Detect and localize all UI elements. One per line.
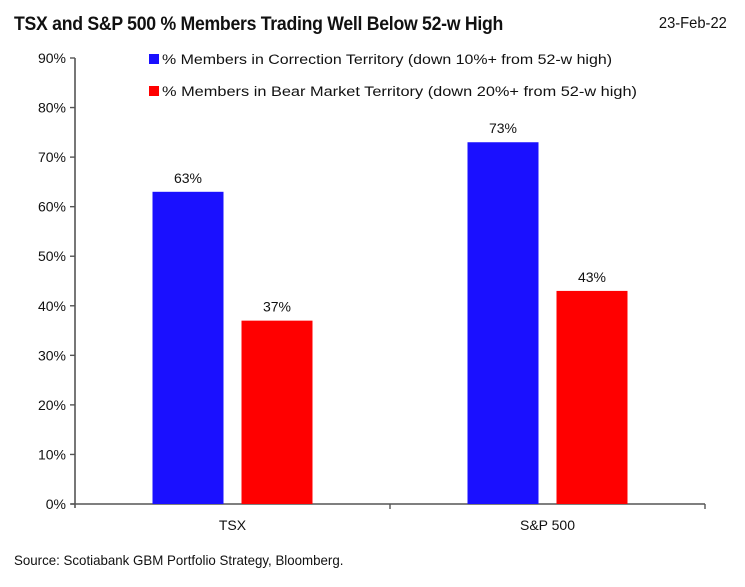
- bar-bear-market: [241, 320, 313, 504]
- bar-bear-market: [556, 290, 628, 504]
- x-tick-label: S&P 500: [520, 517, 575, 533]
- legend-swatch: [149, 86, 159, 96]
- data-label: 37%: [263, 299, 291, 315]
- y-tick-label: 10%: [38, 446, 66, 462]
- data-labels: 63% 37% 73% 43%: [174, 120, 606, 314]
- data-label: 63%: [174, 170, 202, 186]
- bar-correction: [152, 191, 224, 505]
- y-tick-label: 80%: [38, 100, 66, 116]
- y-tick-label: 50%: [38, 248, 66, 264]
- legend-swatch: [149, 54, 159, 64]
- legend-label: % Members in Bear Market Territory (down…: [162, 84, 637, 99]
- data-label: 73%: [489, 120, 517, 136]
- source-note: Source: Scotiabank GBM Portfolio Strateg…: [14, 552, 344, 568]
- chart-title: TSX and S&P 500 % Members Trading Well B…: [14, 14, 503, 35]
- x-tick-label: TSX: [219, 517, 247, 533]
- y-tick-label: 20%: [38, 397, 66, 413]
- y-tick-label: 60%: [38, 199, 66, 215]
- y-tick-label: 0%: [46, 496, 66, 512]
- chart-date: 23-Feb-22: [659, 15, 727, 32]
- data-label: 43%: [578, 269, 606, 285]
- legend: % Members in Correction Territory (down …: [149, 52, 637, 99]
- bar-correction: [467, 142, 539, 504]
- y-tick-label: 40%: [38, 298, 66, 314]
- y-tick-label: 90%: [38, 50, 66, 66]
- y-tick-label: 70%: [38, 149, 66, 165]
- y-tick-label: 30%: [38, 347, 66, 363]
- bars: [152, 142, 628, 505]
- legend-label: % Members in Correction Territory (down …: [162, 52, 612, 67]
